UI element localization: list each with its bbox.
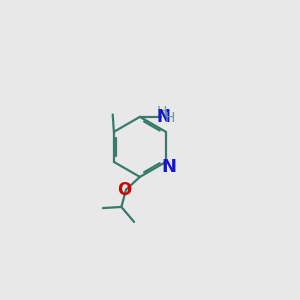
Text: N: N bbox=[157, 108, 170, 126]
Text: O: O bbox=[118, 181, 132, 199]
Text: H: H bbox=[165, 111, 175, 125]
Text: H: H bbox=[156, 105, 167, 119]
Text: N: N bbox=[161, 158, 176, 176]
